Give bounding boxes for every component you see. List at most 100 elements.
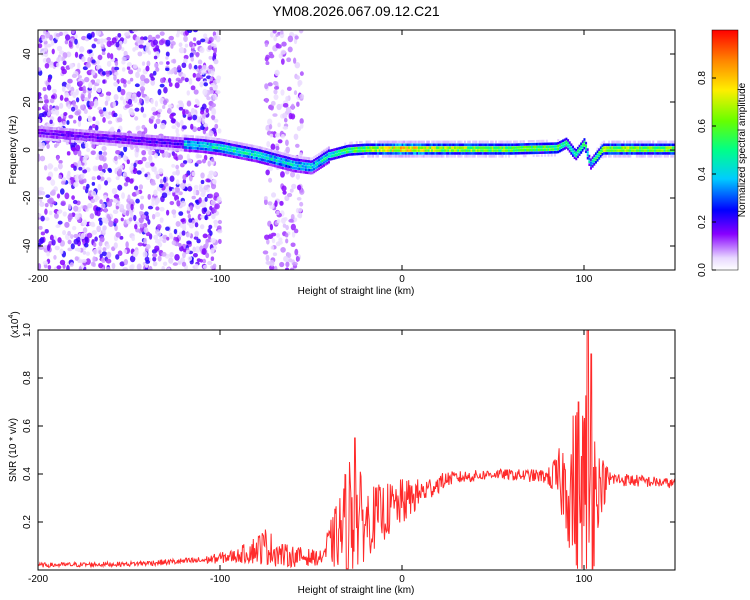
- spectrogram-noise-pixel: [285, 106, 292, 114]
- spectrogram-noise-pixel: [64, 192, 70, 200]
- spectrogram-ridge-pixel: [440, 146, 443, 149]
- spectrogram-ridge-pixel: [503, 143, 506, 147]
- spectrogram-noise-pixel: [149, 73, 154, 79]
- spectrogram-ridge-pixel: [480, 152, 483, 155]
- spectrogram-ridge-pixel: [526, 145, 529, 149]
- spectrogram-ridge-pixel: [601, 153, 604, 156]
- spectrogram-ridge-pixel: [228, 154, 231, 158]
- spectrogram-ridge-pixel: [239, 145, 242, 148]
- spectrogram-noise-pixel: [186, 100, 192, 107]
- spectrogram-ridge-pixel: [436, 146, 439, 149]
- spectrogram-ridge-pixel: [578, 150, 581, 154]
- spectrogram-ridge-pixel: [622, 146, 625, 149]
- spectrogram-noise-pixel: [152, 111, 158, 116]
- spectrogram-ridge-pixel: [52, 135, 55, 139]
- spectrogram-noise-pixel: [38, 92, 42, 97]
- spectrogram-ridge-pixel: [85, 132, 88, 136]
- spectrogram-ridge-pixel: [390, 149, 393, 152]
- spectrogram-ridge-pixel: [393, 143, 396, 147]
- spectrogram-ridge-pixel: [501, 140, 504, 144]
- spectrogram-noise-pixel: [202, 258, 207, 264]
- spectrogram-ridge-pixel: [614, 143, 617, 147]
- spectrogram-ridge-pixel: [488, 143, 491, 147]
- spectrogram-ridge-pixel: [165, 136, 168, 139]
- spectrogram-ridge-pixel: [165, 144, 168, 148]
- spectrogram-ridge-pixel: [535, 154, 538, 157]
- spectrogram-noise-pixel: [78, 86, 84, 92]
- spectrogram-ridge-pixel: [228, 151, 231, 155]
- spectrogram-noise-pixel: [83, 242, 89, 248]
- spectrogram-noise-pixel: [38, 186, 44, 192]
- spectrogram-ridge-pixel: [516, 140, 519, 144]
- spectrogram-ridge-pixel: [588, 163, 591, 166]
- spectrogram-ridge-pixel: [378, 143, 381, 147]
- spectrogram-ridge-pixel: [650, 146, 653, 149]
- spectrogram-ridge-pixel: [144, 140, 147, 143]
- spectrogram-ridge-pixel: [362, 152, 365, 155]
- spectrogram-ridge-pixel: [547, 148, 550, 151]
- spectrogram-ridge-pixel: [544, 154, 547, 157]
- spectrogram-ridge-pixel: [157, 146, 160, 150]
- spectrogram-ridge-pixel: [178, 142, 181, 146]
- spectrogram-ridge-pixel: [671, 140, 674, 144]
- spectrogram-ridge-pixel: [644, 143, 647, 147]
- spectrogram-ridge-pixel: [657, 143, 660, 147]
- spectrogram-ridge-pixel: [275, 165, 278, 168]
- spectrogram-ridge-pixel: [96, 142, 99, 145]
- spectrogram-ridge-pixel: [185, 134, 188, 138]
- spectrogram-ridge-pixel: [242, 151, 245, 155]
- spectrogram-heatmap: [38, 30, 675, 270]
- spectrogram-ridge-pixel: [655, 149, 658, 152]
- spectrogram-ridge-pixel: [304, 159, 307, 163]
- spectrogram-ridge-pixel: [401, 149, 404, 152]
- spectrogram-noise-pixel: [171, 209, 177, 215]
- spectrogram-ridge-pixel: [213, 151, 216, 155]
- spectrogram-ridge-pixel: [465, 155, 468, 158]
- spectrogram-ridge-pixel: [142, 134, 145, 137]
- spectrogram-ridge-pixel: [522, 151, 525, 155]
- spectrogram-noise-pixel: [152, 39, 159, 46]
- spectrogram-ridge-pixel: [118, 135, 121, 138]
- spectrogram-ridge-pixel: [658, 152, 661, 155]
- spectrogram-ridge-pixel: [673, 140, 675, 144]
- spectrogram-noise-pixel: [126, 203, 131, 210]
- spectrogram-noise-pixel: [269, 31, 274, 38]
- spectrogram-ridge-pixel: [187, 146, 190, 149]
- spectrogram-ridge-pixel: [450, 149, 453, 152]
- spectrogram-ridge-pixel: [506, 146, 509, 149]
- spectrogram-ridge-pixel: [470, 149, 473, 152]
- spectrogram-ridge-pixel: [621, 155, 624, 158]
- spectrogram-noise-pixel: [266, 238, 270, 245]
- spectrogram-ridge-pixel: [416, 152, 419, 155]
- spectrogram-ridge-pixel: [527, 143, 530, 146]
- spectrogram-noise-pixel: [210, 247, 215, 255]
- spectrogram-ridge-pixel: [187, 134, 190, 138]
- spectrogram-ridge-pixel: [460, 152, 463, 155]
- spectrogram-noise-pixel: [274, 132, 280, 138]
- spectrogram-ridge-pixel: [409, 149, 412, 152]
- spectrogram-ridge-pixel: [88, 129, 91, 133]
- spectrogram-ridge-pixel: [54, 130, 57, 133]
- spectrogram-noise-pixel: [99, 220, 103, 226]
- spectrogram-ridge-pixel: [42, 129, 45, 132]
- spectrogram-noise-pixel: [113, 112, 118, 118]
- spectrogram-noise-pixel: [38, 154, 41, 162]
- spectrogram-ridge-pixel: [452, 152, 455, 155]
- spectrogram-ridge-pixel: [495, 140, 498, 144]
- spectrogram-ridge-pixel: [355, 141, 358, 144]
- spectrogram-ridge-pixel: [196, 138, 199, 142]
- spectrogram-ridge-pixel: [665, 146, 668, 149]
- spectrogram-ridge-pixel: [216, 137, 219, 141]
- spectrogram-noise-pixel: [85, 258, 91, 265]
- spectrogram-ridge-pixel: [195, 141, 198, 144]
- spectrogram-noise-pixel: [126, 91, 132, 96]
- spectrogram-ridge-pixel: [598, 148, 601, 151]
- spectrogram-ridge-pixel: [80, 129, 83, 132]
- spectrogram-noise-pixel: [60, 188, 65, 195]
- spectrogram-ridge-pixel: [75, 140, 78, 144]
- spectrogram-noise-pixel: [284, 195, 290, 202]
- spectrogram-ridge-pixel: [409, 140, 412, 144]
- spectrogram-noise-pixel: [189, 41, 194, 48]
- spectrogram-ridge-pixel: [206, 145, 209, 148]
- spectrogram-ridge-pixel: [208, 139, 211, 143]
